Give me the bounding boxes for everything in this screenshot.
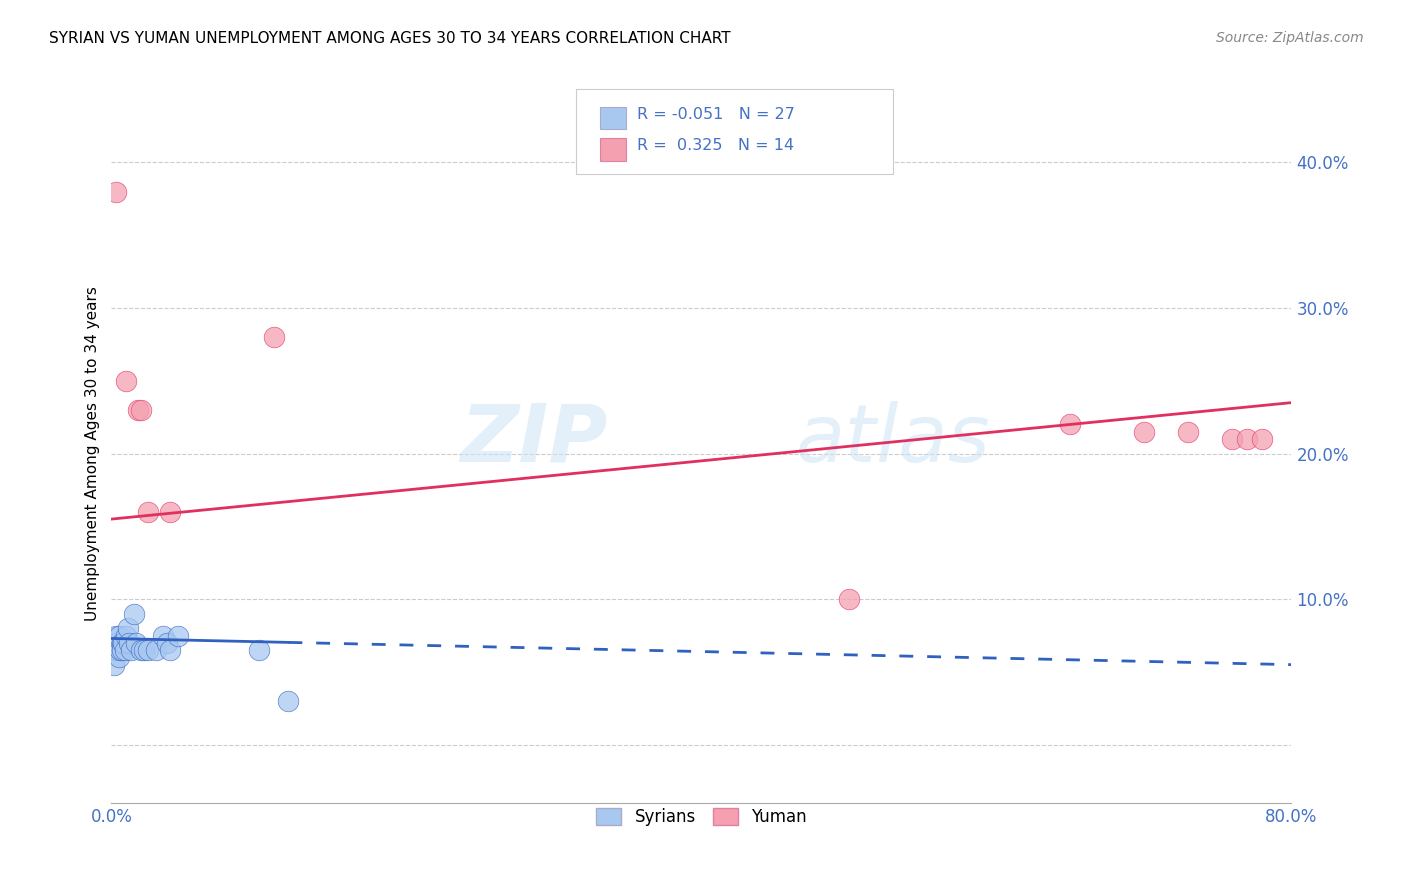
Legend: Syrians, Yuman: Syrians, Yuman xyxy=(589,802,813,833)
Point xyxy=(1177,425,1199,439)
Point xyxy=(156,636,179,650)
Point xyxy=(125,636,148,650)
Point xyxy=(247,643,270,657)
Point xyxy=(129,403,152,417)
Point xyxy=(111,643,134,657)
Text: R =  0.325   N = 14: R = 0.325 N = 14 xyxy=(637,138,794,153)
Point xyxy=(120,643,142,657)
Text: ZIP: ZIP xyxy=(460,401,607,479)
Point xyxy=(1222,432,1244,446)
Point xyxy=(127,403,149,417)
Point xyxy=(112,636,135,650)
Point xyxy=(1251,432,1274,446)
Point xyxy=(145,643,167,657)
Point xyxy=(111,636,134,650)
Point xyxy=(136,643,159,657)
Text: atlas: atlas xyxy=(796,401,991,479)
Point xyxy=(136,505,159,519)
Point xyxy=(1059,417,1081,432)
Point xyxy=(103,657,125,672)
Point xyxy=(166,628,188,642)
Point xyxy=(1236,432,1258,446)
Text: Source: ZipAtlas.com: Source: ZipAtlas.com xyxy=(1216,31,1364,45)
Text: R = -0.051   N = 27: R = -0.051 N = 27 xyxy=(637,107,794,122)
Point xyxy=(104,185,127,199)
Point xyxy=(110,643,132,657)
Point xyxy=(107,628,129,642)
Point xyxy=(115,628,138,642)
Point xyxy=(104,628,127,642)
Text: SYRIAN VS YUMAN UNEMPLOYMENT AMONG AGES 30 TO 34 YEARS CORRELATION CHART: SYRIAN VS YUMAN UNEMPLOYMENT AMONG AGES … xyxy=(49,31,731,46)
Point xyxy=(104,643,127,657)
Point xyxy=(152,628,174,642)
Point xyxy=(117,621,139,635)
Point xyxy=(838,592,860,607)
Point xyxy=(277,694,299,708)
Point xyxy=(132,643,155,657)
Point xyxy=(105,636,128,650)
Point xyxy=(159,505,181,519)
Point xyxy=(122,607,145,621)
Point xyxy=(118,636,141,650)
Point xyxy=(114,643,136,657)
Point xyxy=(129,643,152,657)
Point xyxy=(159,643,181,657)
Point xyxy=(1133,425,1156,439)
Point xyxy=(263,330,285,344)
Point xyxy=(107,650,129,665)
Point xyxy=(115,374,138,388)
Y-axis label: Unemployment Among Ages 30 to 34 years: Unemployment Among Ages 30 to 34 years xyxy=(86,286,100,621)
